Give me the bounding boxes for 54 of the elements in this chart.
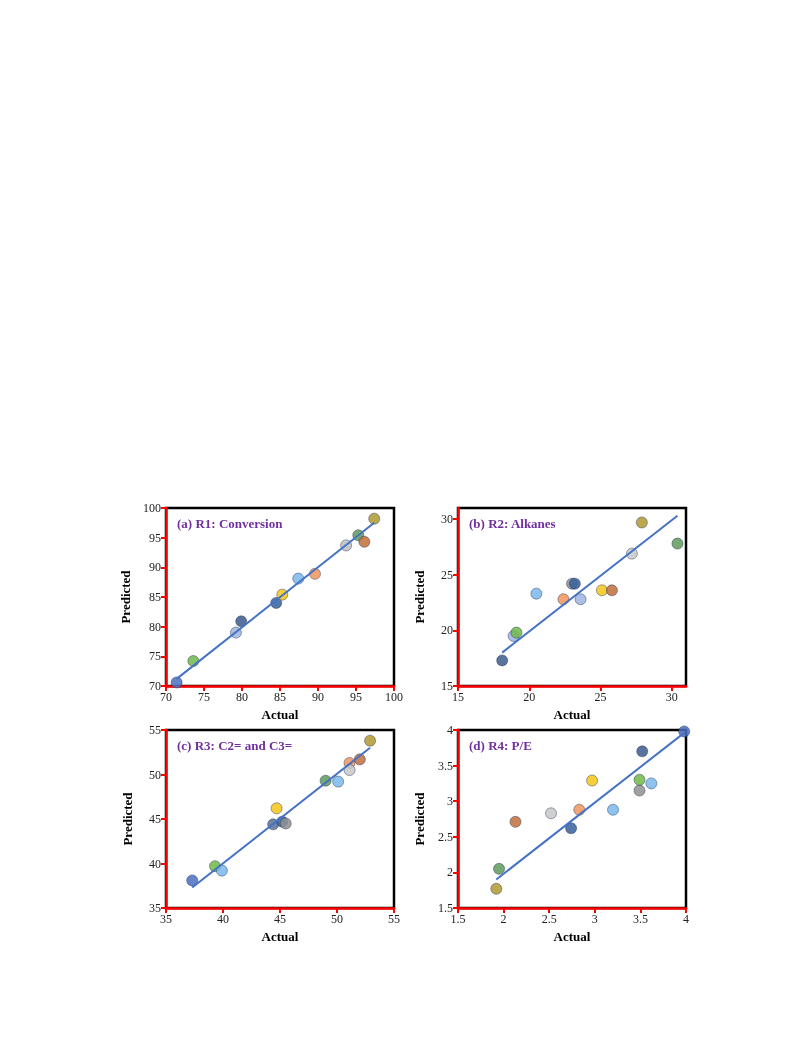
y-tick-label: 55 (149, 723, 161, 737)
y-tick-label: 70 (149, 679, 161, 693)
y-tick-label: 85 (149, 590, 161, 604)
x-tick-label: 50 (331, 912, 343, 926)
y-tick-label: 80 (149, 619, 161, 634)
y-tick-label: 25 (441, 567, 453, 582)
y-tick-label: 35 (149, 901, 161, 915)
y-axis-title: Predicted (412, 791, 427, 846)
y-tick-label: 3.5 (438, 758, 453, 773)
y-tick-label: 100 (143, 501, 161, 515)
text: (a) R1: Conversion (177, 516, 284, 531)
text: (b) R2: Alkanes (469, 516, 556, 531)
x-tick-label: 80 (236, 690, 248, 704)
x-axis-title: Actual (553, 706, 591, 722)
x-tick-label: 70 (160, 690, 172, 704)
x-tick-label: 2 (500, 912, 507, 926)
x-axis-title: Actual (261, 928, 299, 944)
y-tick-label: 50 (149, 767, 161, 782)
x-axis-title: Actual (261, 706, 299, 722)
x-tick-label: 35 (160, 912, 172, 926)
x-tick-label: 2.5 (541, 912, 557, 926)
y-tick-label: 2 (447, 865, 453, 880)
y-tick-label: 20 (441, 623, 453, 638)
x-tick-label: 3 (591, 912, 598, 926)
y-tick-label: 2.5 (438, 829, 453, 844)
x-tick-label: 4 (683, 912, 689, 926)
x-tick-label: 25 (594, 690, 607, 704)
x-tick-label: 3.5 (632, 912, 648, 926)
y-tick-label: 15 (441, 679, 453, 693)
y-axis-title: Predicted (412, 569, 427, 624)
y-tick-label: 45 (149, 812, 161, 826)
x-tick-label: 30 (665, 690, 678, 704)
text: (c) R3: C2= and C3= (177, 738, 293, 753)
x-tick-label: 40 (217, 912, 229, 926)
y-axis-title: Predicted (118, 569, 134, 624)
x-tick-label: 75 (198, 690, 210, 704)
text: (d) R4: P/E (469, 738, 532, 753)
x-tick-label: 85 (274, 690, 286, 704)
x-tick-label: 55 (388, 912, 400, 926)
x-tick-label: 90 (312, 690, 324, 704)
x-tick-label: 100 (385, 690, 403, 704)
y-tick-label: 40 (149, 856, 161, 871)
y-tick-label: 95 (149, 530, 161, 545)
y-tick-label: 3 (447, 794, 453, 809)
y-tick-label: 4 (447, 723, 453, 737)
x-tick-label: 20 (523, 690, 536, 704)
y-tick-label: 90 (149, 560, 161, 575)
x-tick-label: 95 (350, 690, 362, 704)
x-axis-title: Actual (553, 928, 591, 944)
y-tick-label: 75 (149, 649, 161, 664)
y-tick-label: 30 (441, 512, 453, 527)
x-tick-label: 45 (274, 912, 286, 926)
y-axis-title: Predicted (120, 791, 135, 846)
y-tick-label: 1.5 (438, 901, 453, 915)
